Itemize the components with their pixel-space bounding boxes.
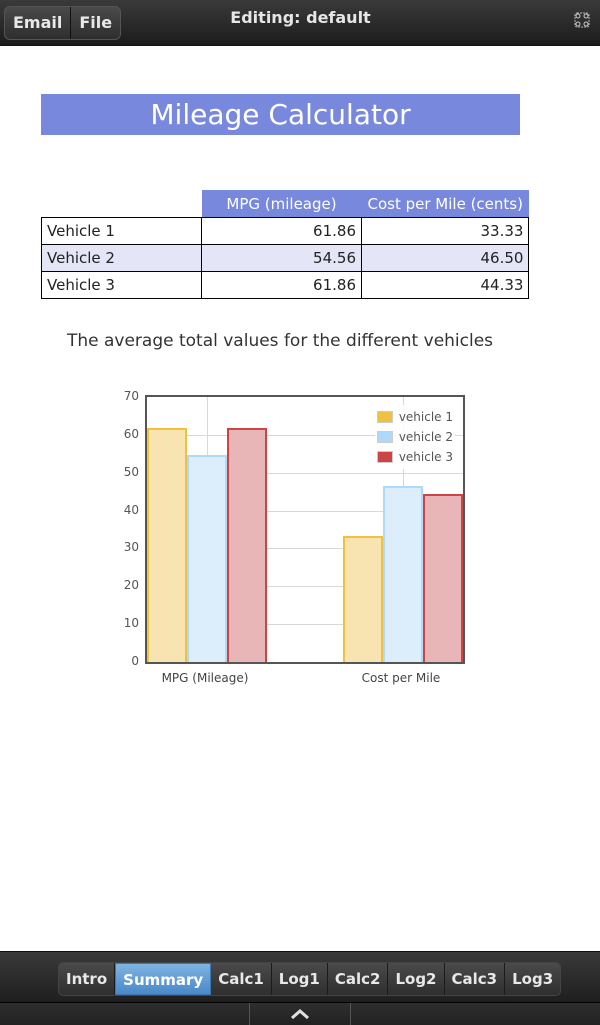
nav-divider (249, 1003, 250, 1025)
cost-value: 44.33 (360, 271, 530, 299)
legend-item: vehicle 1 (376, 407, 453, 427)
y-tick-label: 70 (123, 389, 139, 403)
file-button[interactable]: File (70, 7, 120, 39)
plot-area: vehicle 1 vehicle 2 vehicle 3 (145, 395, 465, 664)
tab-log3[interactable]: Log3 (512, 970, 554, 988)
legend-item: vehicle 3 (376, 447, 453, 467)
y-tick-label: 60 (123, 426, 139, 441)
bar-vehicle-2 (187, 455, 227, 662)
tab-log2[interactable]: Log2 (388, 963, 445, 995)
editing-title: Editing: default (0, 8, 600, 27)
legend-swatch-icon (376, 411, 393, 423)
bar-vehicle-3 (423, 494, 463, 662)
bar-vehicle-3 (227, 427, 267, 662)
legend-swatch-icon (376, 431, 393, 443)
fullscreen-icon[interactable] (574, 12, 590, 28)
top-toolbar: Email File Editing: default (0, 0, 600, 46)
bar-vehicle-1 (147, 427, 187, 662)
tab-log1[interactable]: Log1 (272, 963, 328, 995)
chevron-up-icon[interactable] (288, 1007, 312, 1021)
tab-calc2[interactable]: Calc2 (328, 963, 389, 995)
mpg-value: 54.56 (201, 244, 362, 272)
cost-value: 33.33 (360, 217, 530, 245)
legend-label: vehicle 1 (398, 410, 453, 424)
legend-label: vehicle 3 (398, 450, 453, 464)
page-tabs: Intro Summary Calc1 Log1 Calc2 Log2 Calc3 Log3 (58, 962, 562, 996)
header-cost: Cost per Mile (cents) (361, 190, 529, 218)
gridline (147, 472, 463, 474)
header-mpg: MPG (mileage) (201, 190, 362, 218)
table-row: Vehicle 1 61.86 33.33 (41, 217, 530, 245)
y-tick-label: 20 (123, 578, 139, 593)
tab-calc3[interactable]: Calc3 (445, 963, 506, 995)
y-tick-label: 40 (123, 502, 139, 517)
tab-calc1[interactable]: Calc1 (211, 963, 272, 995)
tab-summary[interactable]: Summary (115, 963, 212, 995)
bottom-tabbar: Intro Summary Calc1 Log1 Calc2 Log2 Calc3 Log3 (0, 951, 600, 1003)
mpg-value: 61.86 (201, 217, 362, 245)
chart-legend: vehicle 1 vehicle 2 vehicle 3 (374, 405, 455, 469)
y-tick-label: 0 (131, 654, 139, 668)
table-row: Vehicle 2 54.56 46.50 (41, 244, 530, 272)
page-title: Mileage Calculator (41, 94, 520, 135)
y-tick-label: 10 (123, 616, 139, 631)
gridline (147, 624, 463, 626)
legend-swatch-icon (376, 451, 393, 463)
gridline (147, 434, 463, 436)
vehicle-name: Vehicle 2 (41, 244, 202, 272)
bar-vehicle-2 (383, 485, 423, 662)
gridline (147, 586, 463, 588)
y-tick-label: 50 (123, 464, 139, 479)
editing-title-text: Editing: default (230, 8, 371, 27)
nav-divider (350, 1003, 351, 1025)
vehicle-name: Vehicle 1 (41, 217, 202, 245)
tab-intro[interactable]: Intro (59, 963, 116, 995)
table-header-row: MPG (mileage) Cost per Mile (cents) (42, 190, 529, 218)
bar-vehicle-1 (343, 535, 383, 662)
vehicle-name: Vehicle 3 (41, 271, 202, 299)
mpg-value: 61.86 (201, 271, 362, 299)
bar-chart: 0 10 20 30 40 50 60 70 vehicle 1 vehicle 2 vehicl… (110, 385, 490, 695)
email-button[interactable]: Email (13, 13, 63, 32)
toolbar-button-group: Email File (4, 6, 122, 40)
legend-item: vehicle 2 (376, 427, 453, 447)
gridline (147, 510, 463, 512)
legend-label: vehicle 2 (398, 430, 453, 444)
results-table: MPG (mileage) Cost per Mile (cents) Vehi… (41, 190, 530, 299)
cost-value: 46.50 (360, 244, 530, 272)
system-navbar (0, 1002, 600, 1025)
header-blank (42, 190, 202, 218)
y-tick-label: 30 (123, 540, 139, 555)
gridline (147, 548, 463, 550)
table-row: Vehicle 3 61.86 44.33 (41, 271, 530, 299)
chart-subtitle: The average total values for the differe… (66, 331, 494, 351)
x-tick-label: Cost per Mile (361, 671, 441, 685)
x-tick-label: MPG (Mileage) (161, 671, 249, 685)
